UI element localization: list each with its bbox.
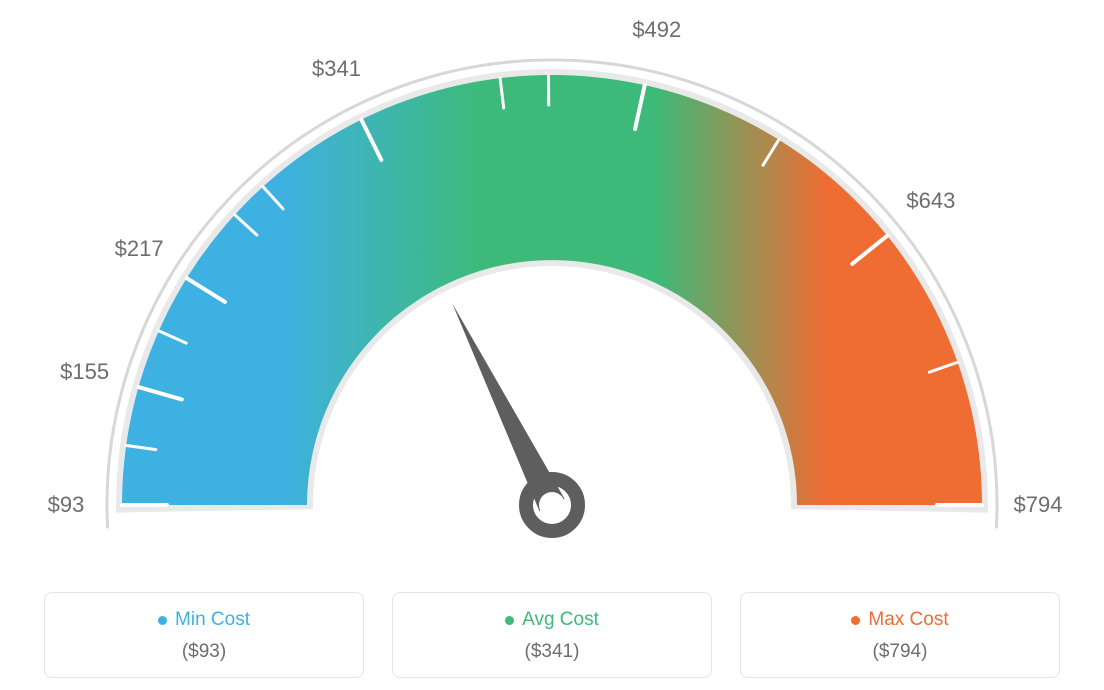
- legend-row: Min Cost ($93) Avg Cost ($341) Max Cost …: [0, 592, 1104, 678]
- legend-avg-value: ($341): [403, 641, 701, 663]
- gauge-tick-label: $217: [115, 236, 164, 262]
- legend-card-avg: Avg Cost ($341): [392, 592, 712, 678]
- legend-avg-label: Avg Cost: [522, 609, 599, 631]
- gauge-tick-label: $93: [48, 492, 85, 518]
- legend-min-label: Min Cost: [175, 609, 250, 631]
- dot-avg-icon: [505, 616, 514, 625]
- gauge-tick-label: $155: [60, 359, 109, 385]
- gauge-tick-label: $492: [632, 17, 681, 43]
- legend-max-label: Max Cost: [868, 609, 948, 631]
- legend-card-max: Max Cost ($794): [740, 592, 1060, 678]
- dot-max-icon: [851, 616, 860, 625]
- legend-card-min: Min Cost ($93): [44, 592, 364, 678]
- gauge-tick-label: $341: [312, 56, 361, 82]
- gauge-tick-label: $643: [906, 188, 955, 214]
- legend-max-value: ($794): [751, 641, 1049, 663]
- dot-min-icon: [158, 616, 167, 625]
- cost-gauge: $93 $155 $217 $341 $492 $643 $794: [0, 0, 1104, 570]
- legend-min-value: ($93): [55, 641, 353, 663]
- gauge-tick-label: $794: [1014, 492, 1063, 518]
